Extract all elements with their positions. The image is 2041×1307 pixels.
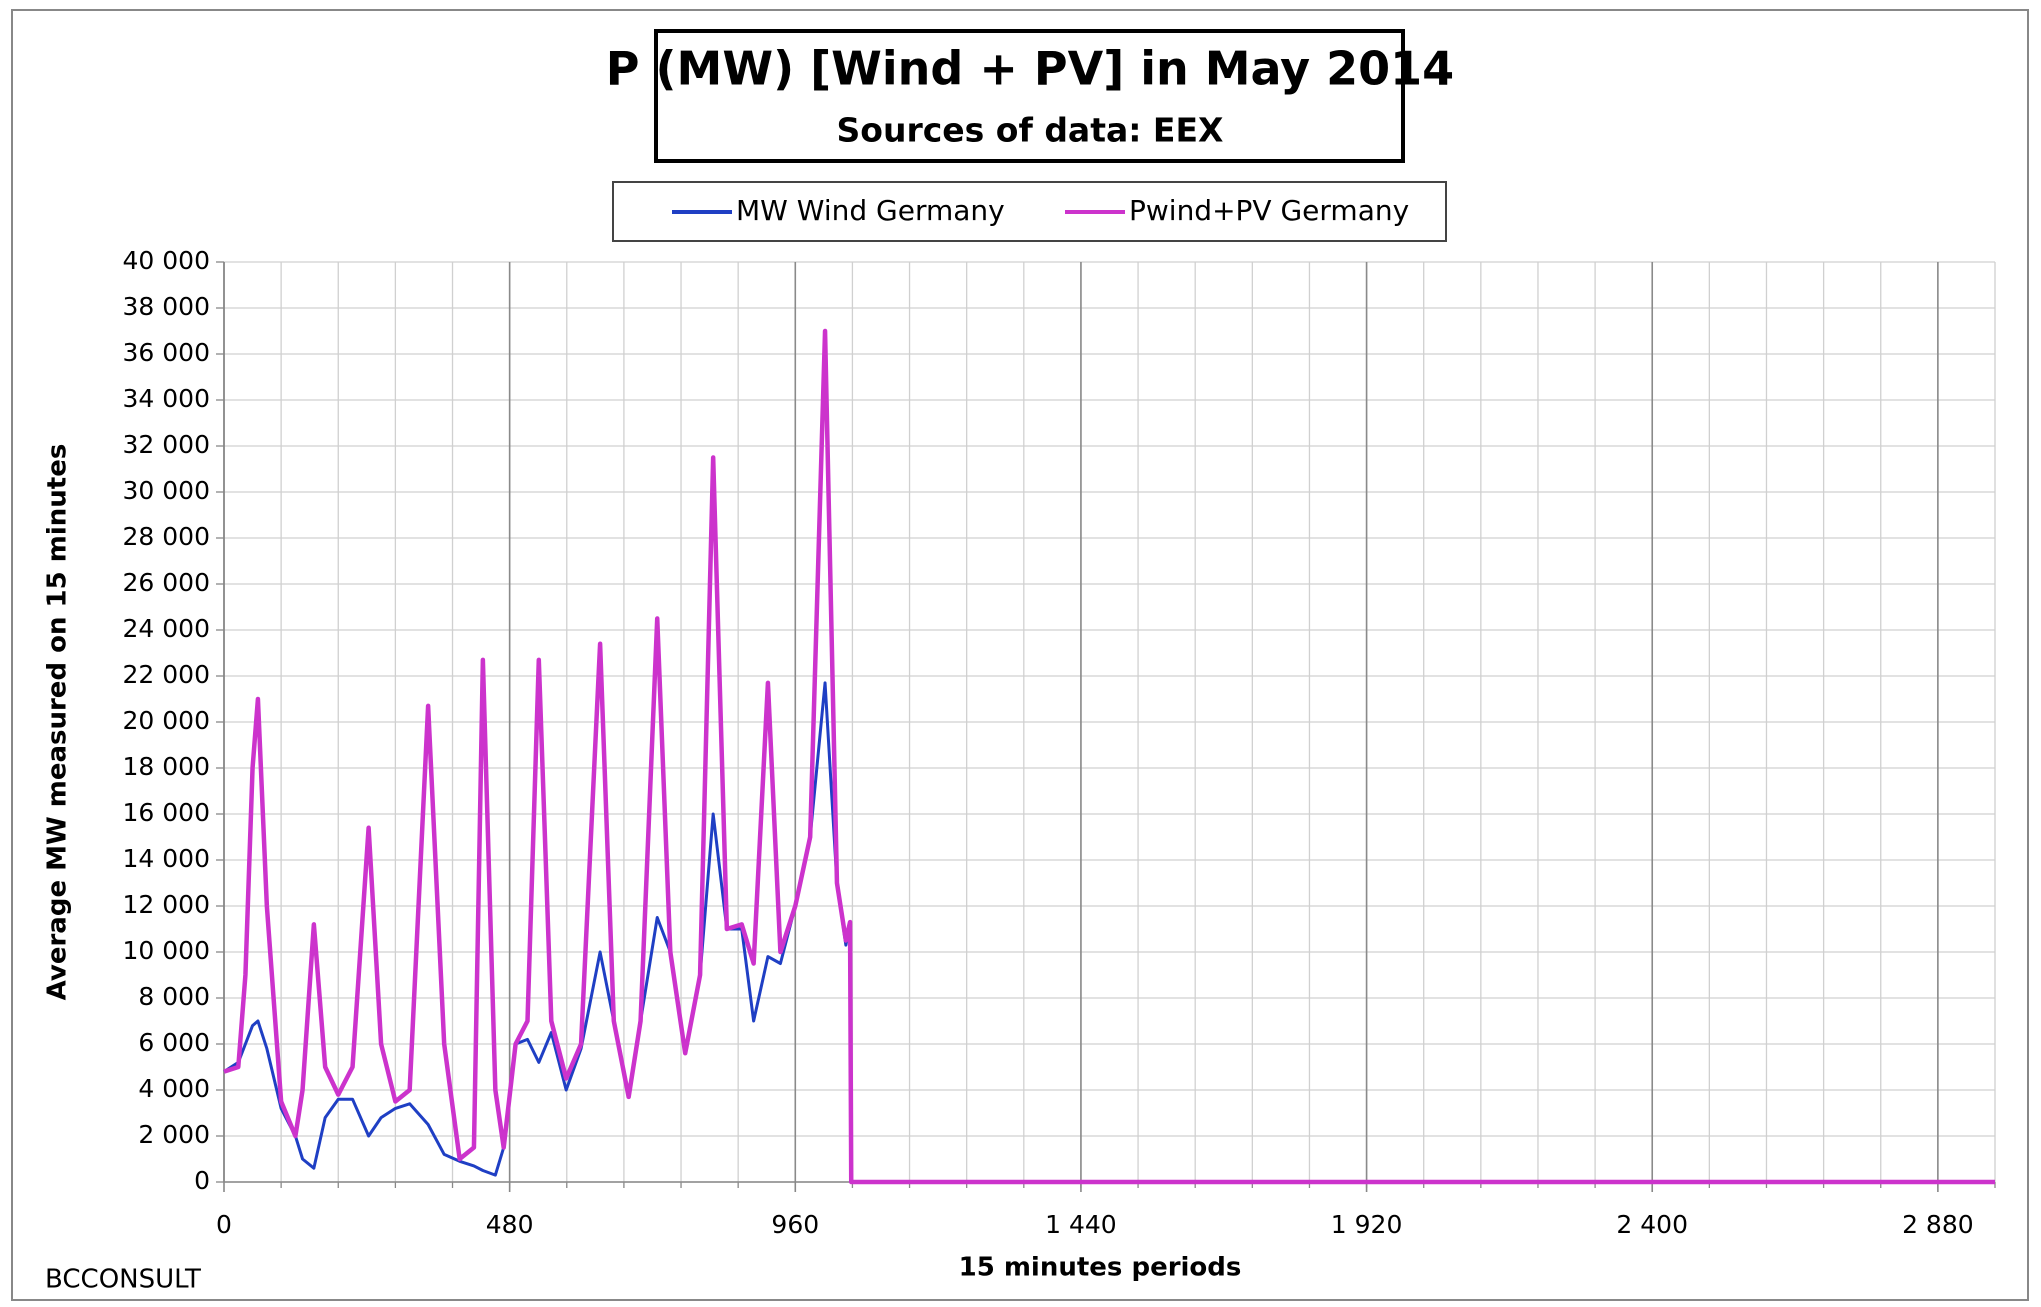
y-tick-label: 16 000 bbox=[123, 798, 210, 827]
y-tick-label: 4 000 bbox=[138, 1074, 210, 1103]
chart-title: P (MW) [Wind + PV] in May 2014 bbox=[606, 42, 1454, 96]
legend-label: Pwind+PV Germany bbox=[1129, 194, 1409, 227]
y-tick-label: 22 000 bbox=[123, 660, 210, 689]
y-tick-label: 24 000 bbox=[123, 614, 210, 643]
chart-subtitle: Sources of data: EEX bbox=[837, 111, 1224, 150]
y-tick-label: 28 000 bbox=[123, 522, 210, 551]
y-tick-label: 10 000 bbox=[123, 936, 210, 965]
title-box bbox=[654, 29, 1405, 163]
y-tick-label: 34 000 bbox=[123, 384, 210, 413]
x-tick-label: 1 920 bbox=[1331, 1210, 1403, 1239]
x-axis-label: 15 minutes periods bbox=[959, 1253, 1242, 1283]
y-tick-label: 18 000 bbox=[123, 752, 210, 781]
y-tick-label: 38 000 bbox=[123, 292, 210, 321]
footer: BCCONSULT bbox=[45, 1265, 201, 1295]
y-tick-label: 36 000 bbox=[123, 338, 210, 367]
legend-label: MW Wind Germany bbox=[736, 194, 1005, 227]
x-tick-label: 2 880 bbox=[1902, 1210, 1974, 1239]
y-tick-label: 14 000 bbox=[123, 844, 210, 873]
y-tick-label: 30 000 bbox=[123, 476, 210, 505]
y-tick-label: 40 000 bbox=[123, 246, 210, 275]
x-tick-label: 960 bbox=[771, 1210, 819, 1239]
y-axis-label: Average MW measured on 15 minutes bbox=[43, 444, 73, 1001]
y-tick-label: 8 000 bbox=[138, 982, 210, 1011]
y-tick-label: 32 000 bbox=[123, 430, 210, 459]
legend-box bbox=[612, 181, 1447, 242]
y-tick-label: 20 000 bbox=[123, 706, 210, 735]
y-tick-label: 0 bbox=[194, 1166, 210, 1195]
x-tick-label: 0 bbox=[216, 1210, 232, 1239]
series-line bbox=[223, 328, 1995, 1185]
x-tick-label: 1 440 bbox=[1045, 1210, 1117, 1239]
x-tick-label: 480 bbox=[486, 1210, 534, 1239]
y-tick-label: 2 000 bbox=[138, 1120, 210, 1149]
x-tick-label: 2 400 bbox=[1616, 1210, 1688, 1239]
series-line bbox=[223, 681, 1995, 1184]
y-tick-label: 6 000 bbox=[138, 1028, 210, 1057]
y-tick-label: 26 000 bbox=[123, 568, 210, 597]
y-tick-label: 12 000 bbox=[123, 890, 210, 919]
